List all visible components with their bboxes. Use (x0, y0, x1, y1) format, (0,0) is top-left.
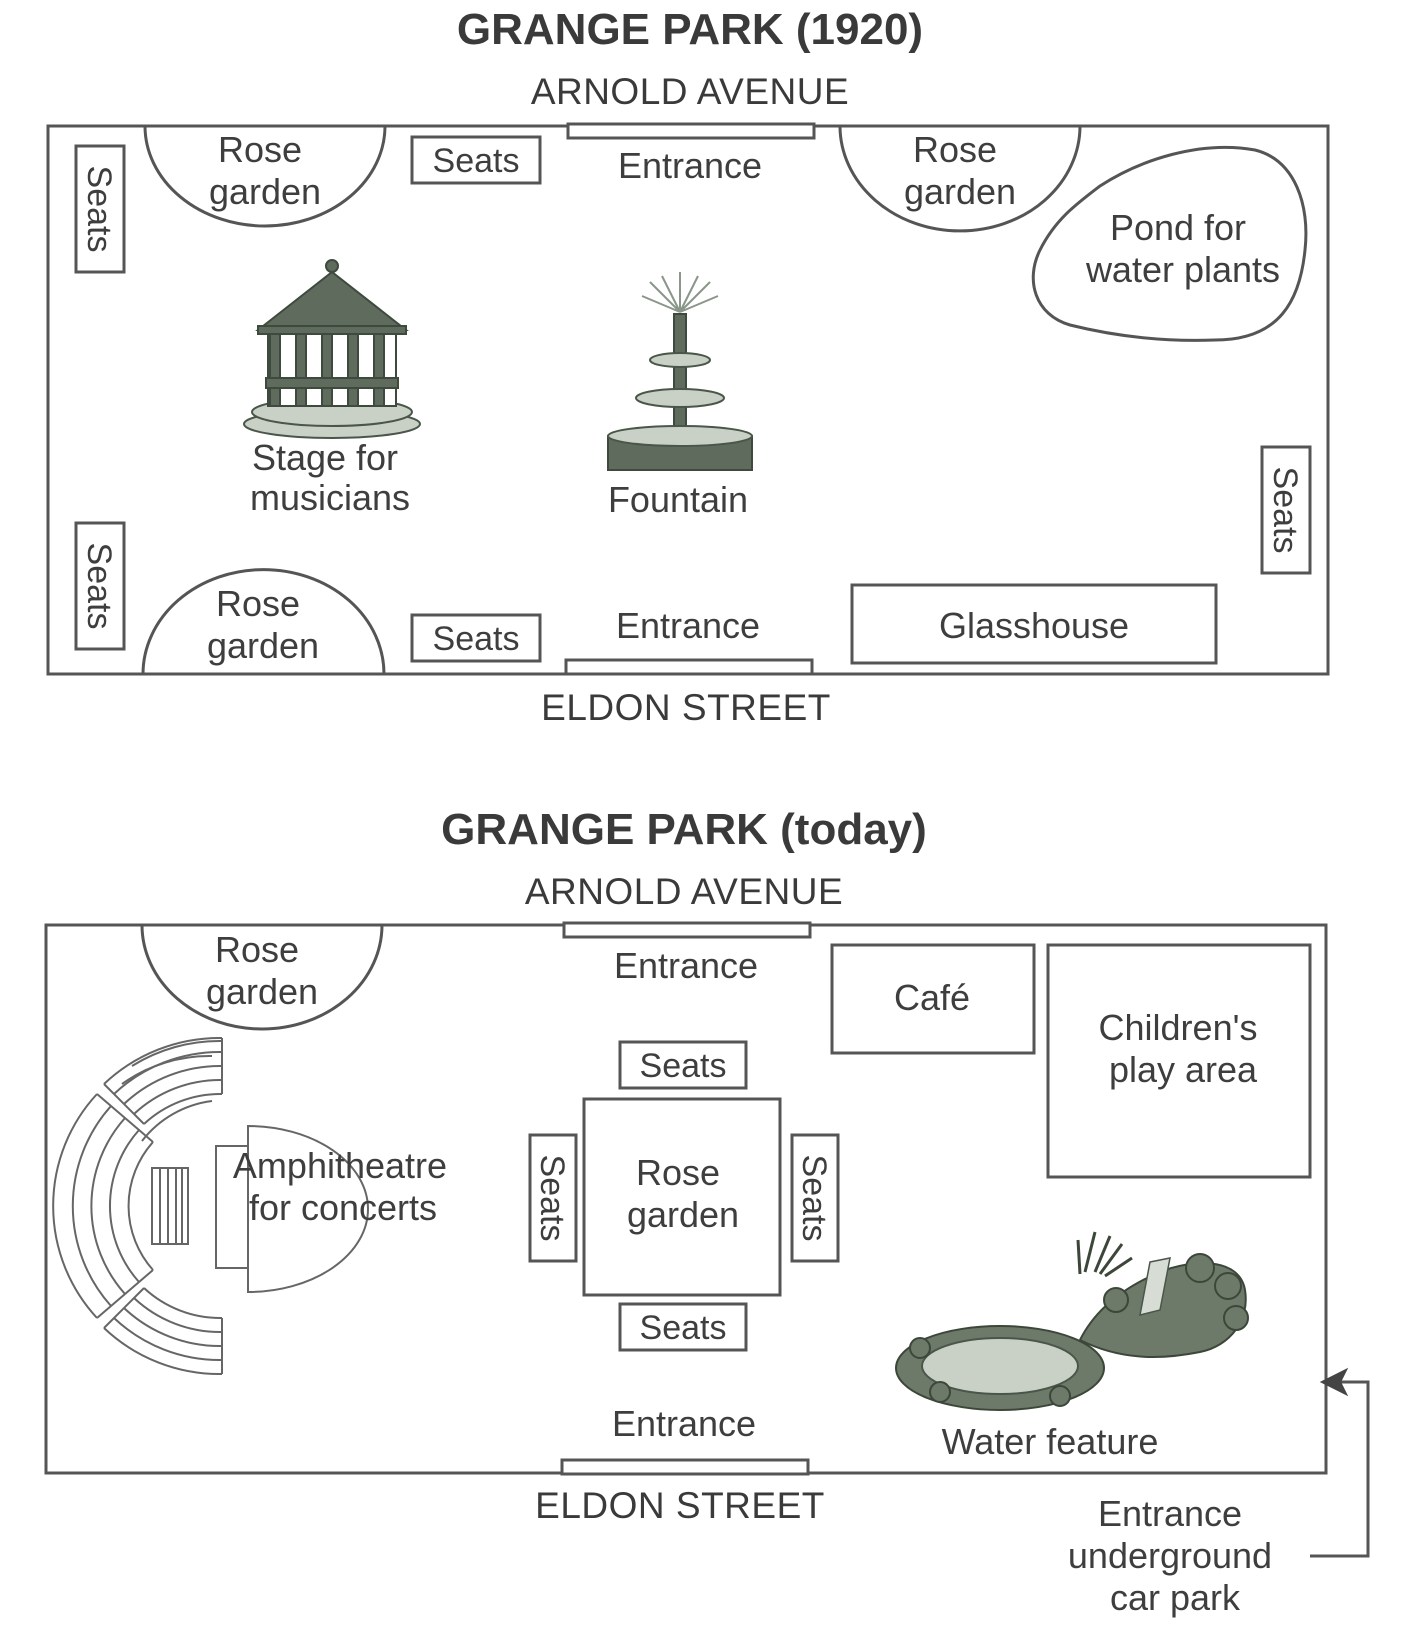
map-today-seats-left: Seats (533, 1155, 571, 1242)
map-1920-entrance-top-gate (566, 122, 816, 140)
map-1920-entrance-top: Entrance (618, 145, 762, 186)
map-today-entrance-top: Entrance (614, 945, 758, 986)
map-1920-rose-garden-tl-label: Rose garden (209, 129, 321, 212)
map-1920-pond-label: Pond for water plants (1085, 207, 1280, 290)
map-today-play-area-label: Children's play area (1099, 1007, 1268, 1090)
map-today-south-street: ELDON STREET (535, 1485, 825, 1526)
amphitheatre-illustration (52, 1036, 369, 1376)
map-today-car-park-label: Entrance underground car park (1068, 1493, 1282, 1618)
map-today-water-feature-label: Water feature (942, 1421, 1159, 1462)
map-today-play-area-box (1046, 943, 1312, 1179)
map-today-entrance-bottom: Entrance (612, 1403, 756, 1444)
map-1920-rose-garden-bl-shape (141, 568, 386, 675)
map-today-seats-right-box (790, 1133, 840, 1263)
map-1920: GRANGE PARK (1920) ARNOLD AVENUE Entranc… (46, 5, 1330, 728)
map-1920-north-street: ARNOLD AVENUE (531, 71, 849, 112)
map-1920-entrance-bottom: Entrance (616, 605, 760, 646)
map-today-seats-bottom-box (618, 1302, 748, 1352)
map-today-rose-garden-center-label: Rose garden (627, 1152, 739, 1235)
map-1920-seats-right-box (1260, 445, 1312, 575)
map-1920-seats-left-bottom-box (74, 521, 126, 651)
car-park-arrow-head (1319, 1367, 1349, 1397)
water-feature-illustration (895, 1231, 1249, 1411)
map-1920-rose-garden-tr-shape (838, 125, 1082, 233)
map-1920-seats-bottom-box (410, 613, 542, 663)
map-1920-glasshouse-box (850, 583, 1218, 665)
map-1920-seats-left-top-box (74, 144, 126, 274)
map-today-cafe-box (830, 943, 1036, 1055)
map-today-cafe: Café (894, 977, 970, 1018)
map-1920-title: GRANGE PARK (1920) (457, 5, 923, 54)
map-1920-rose-garden-tl-shape (143, 125, 387, 228)
map-1920-seats-top-box (410, 135, 542, 185)
map-1920-pond-shape (1031, 145, 1308, 342)
map-1920-rose-garden-tr-label: Rose garden (904, 129, 1016, 212)
map-today-seats-right: Seats (795, 1155, 833, 1242)
map-1920-glasshouse: Glasshouse (939, 605, 1129, 646)
map-today-seats-top: Seats (640, 1047, 727, 1085)
map-today-rose-garden-tl-shape (140, 924, 384, 1031)
map-1920-stage-label: Stage for musicians (250, 437, 410, 518)
map-today-entrance-bottom-gate (560, 1458, 810, 1476)
map-today-entrance-top-gate (562, 921, 812, 939)
map-today-title: GRANGE PARK (today) (441, 805, 927, 854)
map-1920-seats-top: Seats (433, 142, 520, 180)
map-1920-seats-left-bottom: Seats (80, 543, 118, 630)
map-today-north-street: ARNOLD AVENUE (525, 871, 843, 912)
map-1920-seats-bottom: Seats (433, 620, 520, 658)
map-today-amphitheatre-label: Amphitheatre for concerts (233, 1145, 457, 1228)
fountain-illustration (607, 272, 753, 471)
map-today-seats-left-box (528, 1133, 578, 1263)
map-1920-rose-garden-bl-label: Rose garden (207, 583, 319, 666)
map-today-seats-bottom: Seats (640, 1309, 727, 1347)
car-park-arrow-line (1310, 1380, 1370, 1558)
map-today-rose-garden-center-box (582, 1097, 782, 1297)
map-1920-seats-right: Seats (1266, 467, 1304, 554)
map-1920-seats-left-top: Seats (80, 166, 118, 253)
map-1920-south-street: ELDON STREET (541, 687, 831, 728)
map-1920-fountain-label: Fountain (608, 479, 748, 520)
map-1920-entrance-bottom-gate (564, 658, 814, 676)
map-today-rose-garden-tl-label: Rose garden (206, 929, 318, 1012)
gazebo-illustration (243, 259, 421, 439)
map-today-seats-top-box (618, 1040, 748, 1090)
map-today: GRANGE PARK (today) ARNOLD AVENUE Entran… (44, 805, 1370, 1618)
